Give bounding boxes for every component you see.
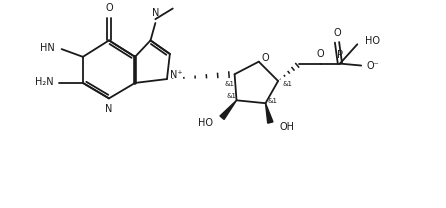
Text: HO: HO [198, 118, 213, 128]
Text: O: O [262, 53, 269, 63]
Text: &1: &1 [226, 93, 236, 99]
Text: N: N [105, 104, 113, 114]
Text: O⁻: O⁻ [367, 61, 380, 71]
Text: O: O [317, 49, 324, 59]
Text: P: P [337, 50, 343, 60]
Text: OH: OH [279, 122, 294, 132]
Text: O: O [333, 27, 341, 37]
Text: HO: HO [365, 36, 380, 46]
Text: H₂N: H₂N [35, 77, 54, 87]
Polygon shape [265, 103, 273, 123]
Text: &1: &1 [267, 98, 277, 104]
Text: &1: &1 [225, 81, 235, 87]
Text: O: O [105, 3, 113, 13]
Text: &1: &1 [283, 81, 293, 87]
Text: N: N [152, 8, 159, 18]
Polygon shape [220, 100, 236, 119]
Text: N⁺: N⁺ [170, 70, 182, 80]
Text: HN: HN [40, 43, 55, 53]
